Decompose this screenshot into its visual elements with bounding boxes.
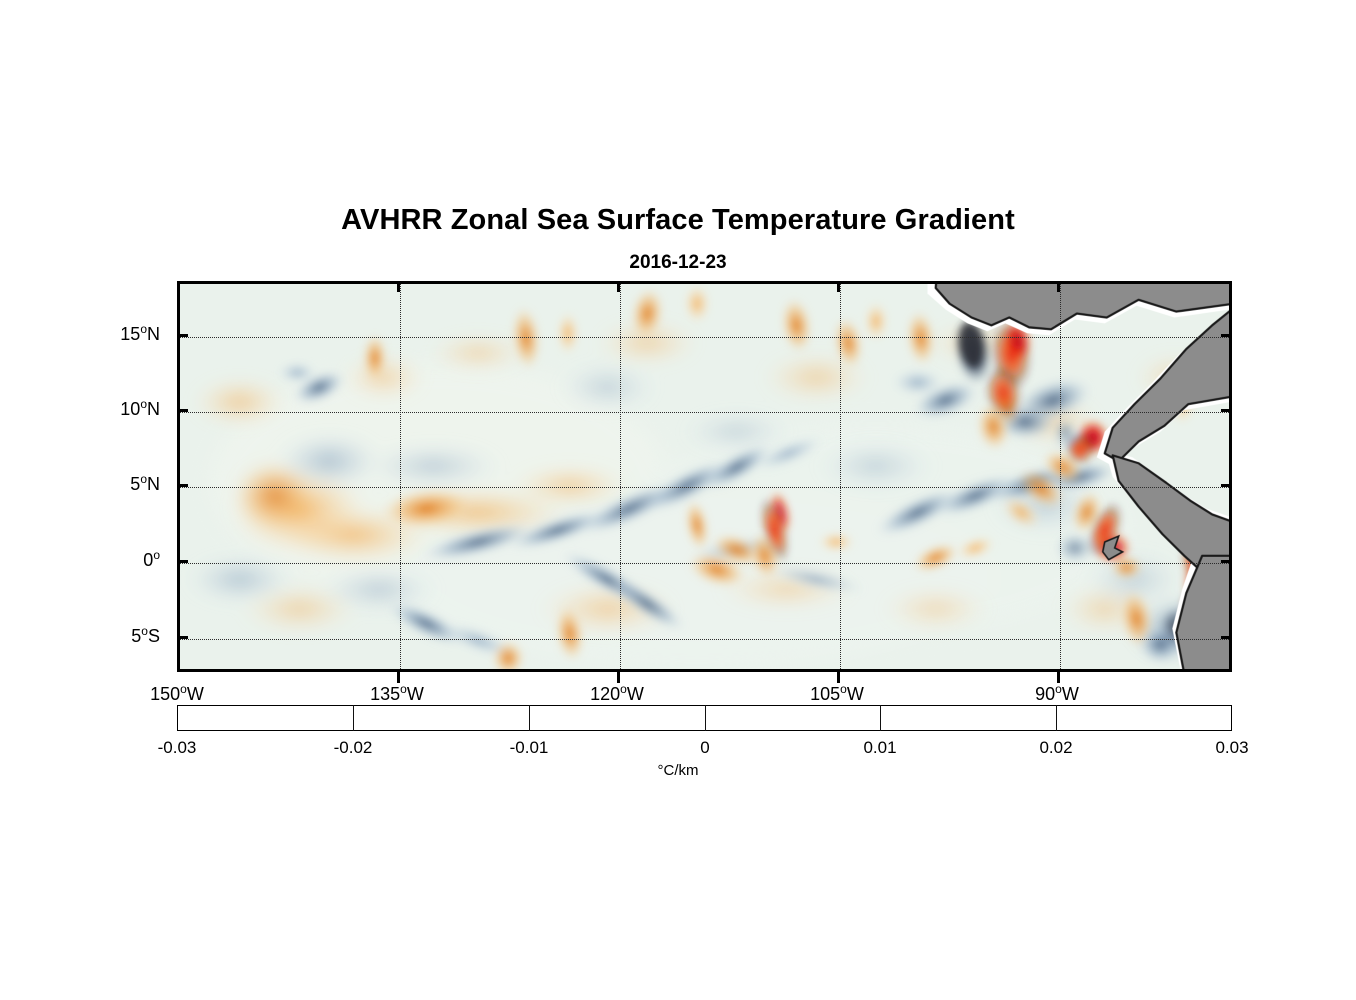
map-image xyxy=(180,284,1229,669)
degree-symbol: o xyxy=(140,397,147,411)
ytick-right-5S xyxy=(1221,636,1232,639)
degree-symbol: o xyxy=(620,682,627,696)
xlabel-105W-value: 105 xyxy=(810,684,841,704)
map-axes xyxy=(177,281,1232,672)
ytick-5N xyxy=(177,484,188,487)
colorbar-label-0.01: 0.01 xyxy=(863,738,897,757)
ytick-5S xyxy=(177,636,188,639)
xlabel-90W: 90oW xyxy=(987,682,1127,705)
ytick-10N xyxy=(177,409,188,412)
ytick-0 xyxy=(177,560,188,563)
ylabel-15N-hemi: N xyxy=(147,324,160,344)
degree-symbol: o xyxy=(140,322,147,336)
xlabel-135W-hemi: W xyxy=(406,684,424,704)
colorbar-tick-0.01 xyxy=(880,705,881,731)
xlabel-120W-hemi: W xyxy=(626,684,644,704)
sst-gradient-heatmap xyxy=(180,284,1229,669)
xlabel-120W: 120oW xyxy=(547,682,687,705)
colorbar-label-0: 0 xyxy=(700,738,710,757)
colorbar-label--0.03: -0.03 xyxy=(157,738,197,757)
xtick-top-105W xyxy=(837,281,840,292)
degree-symbol: o xyxy=(840,682,847,696)
ylabel-15N-value: 15 xyxy=(120,324,141,344)
ylabel-5N: 5oN xyxy=(40,472,160,495)
xlabel-90W-hemi: W xyxy=(1061,684,1079,704)
colorbar-unit-label: °C/km xyxy=(657,762,699,779)
ytick-right-10N xyxy=(1221,409,1232,412)
colorbar-label--0.01: -0.01 xyxy=(509,738,549,757)
ylabel-0: 0o xyxy=(40,548,160,571)
colorbar xyxy=(177,705,1232,731)
xlabel-105W: 105oW xyxy=(767,682,907,705)
xtick-90W xyxy=(1057,672,1060,683)
ylabel-5N-hemi: N xyxy=(147,474,160,494)
ylabel-15N: 15oN xyxy=(40,322,160,345)
ylabel-5S-value: 5 xyxy=(131,626,142,646)
xlabel-105W-hemi: W xyxy=(846,684,864,704)
figure-title: AVHRR Zonal Sea Surface Temperature Grad… xyxy=(341,204,1015,236)
xlabel-90W-value: 90 xyxy=(1035,684,1056,704)
ytick-15N xyxy=(177,334,188,337)
colorbar-label-0.02: 0.02 xyxy=(1039,738,1073,757)
xtick-top-120W xyxy=(617,281,620,292)
xtick-120W xyxy=(617,672,620,683)
xtick-105W xyxy=(837,672,840,683)
ylabel-5S-hemi: S xyxy=(147,626,160,646)
colorbar-tick--0.02 xyxy=(353,705,354,731)
xtick-top-135W xyxy=(397,281,400,292)
degree-symbol: o xyxy=(153,548,160,562)
xlabel-150W-value: 150 xyxy=(150,684,181,704)
colorbar-tick--0.01 xyxy=(529,705,530,731)
degree-symbol: o xyxy=(140,472,147,486)
colorbar-label--0.02: -0.02 xyxy=(333,738,373,757)
ylabel-10N-value: 10 xyxy=(120,399,141,419)
figure-subtitle: 2016-12-23 xyxy=(629,252,727,273)
ytick-right-5N xyxy=(1221,484,1232,487)
degree-symbol: o xyxy=(141,624,148,638)
ytick-right-15N xyxy=(1221,334,1232,337)
xlabel-150W-hemi: W xyxy=(186,684,204,704)
galapagos-islands xyxy=(1101,534,1125,561)
ylabel-10N: 10oN xyxy=(40,397,160,420)
landmass-central-america xyxy=(927,284,1229,669)
ytick-right-0 xyxy=(1221,560,1232,563)
ylabel-5S: 5oS xyxy=(40,624,160,647)
xlabel-135W-value: 135 xyxy=(370,684,401,704)
colorbar-tick-0 xyxy=(705,705,706,731)
degree-symbol: o xyxy=(400,682,407,696)
colorbar-tick-0.02 xyxy=(1056,705,1057,731)
ylabel-0-value: 0 xyxy=(143,550,154,570)
xtick-135W xyxy=(397,672,400,683)
xlabel-150W: 150oW xyxy=(107,682,247,705)
ylabel-5N-value: 5 xyxy=(130,474,141,494)
xtick-top-90W xyxy=(1057,281,1060,292)
colorbar-label-0.03: 0.03 xyxy=(1215,738,1249,757)
xlabel-135W: 135oW xyxy=(327,682,467,705)
degree-symbol: o xyxy=(1055,682,1062,696)
degree-symbol: o xyxy=(180,682,187,696)
xlabel-120W-value: 120 xyxy=(590,684,621,704)
ylabel-10N-hemi: N xyxy=(147,399,160,419)
